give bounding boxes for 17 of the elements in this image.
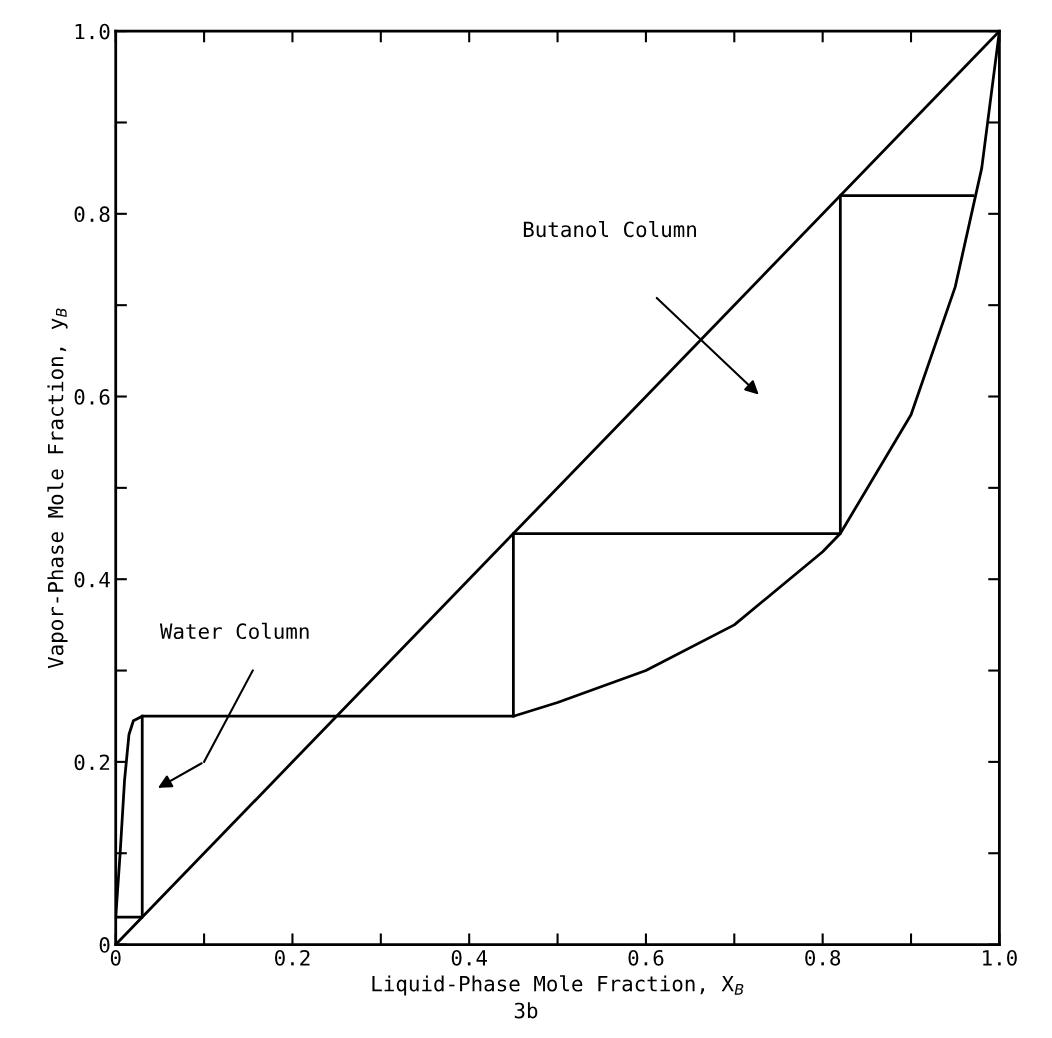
x-axis-title: Liquid-Phase Mole Fraction, X$_{B}$ — [372, 975, 744, 996]
annotation: Butanol Column — [523, 220, 696, 238]
annotation: Water Column — [159, 622, 309, 640]
y-tick-label: 0.4 — [74, 571, 110, 588]
y-tick-label: 0.6 — [74, 389, 110, 405]
x-tick-label: 0.2 — [275, 949, 310, 966]
x-tick-label: 0.6 — [628, 949, 664, 966]
x-tick-label: 0 — [110, 949, 121, 966]
y-axis-title: Vapor-Phase Mole Fraction, y$_{B}$ — [47, 308, 68, 669]
y-tick-label: 0.2 — [74, 754, 110, 771]
text: 3b — [514, 1002, 538, 1019]
x-tick-label: 1.0 — [983, 949, 1017, 966]
x-tick-label: 0.8 — [805, 949, 841, 966]
x-tick-label: 0.4 — [451, 949, 488, 966]
y-tick-label: 1.0 — [75, 23, 110, 40]
y-tick-label: 0.8 — [74, 206, 110, 223]
y-tick-label: 0 — [99, 937, 110, 953]
